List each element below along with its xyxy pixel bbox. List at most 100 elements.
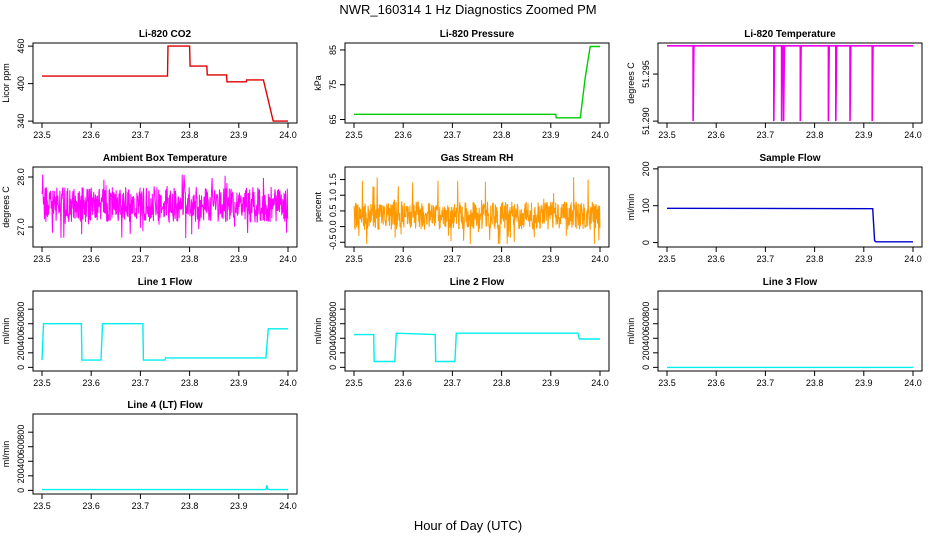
data-series-line <box>42 485 288 491</box>
x-tick-label: 23.9 <box>855 378 873 388</box>
panel-title: Li-820 Temperature <box>744 29 836 40</box>
chart-panel: Line 3 Flow 23.5 23.6 23.7 23.8 23.9 24.0 0 2004… <box>626 277 923 388</box>
y-tick-label: 28.0 <box>16 168 26 186</box>
plot-frame <box>344 42 610 124</box>
data-series-line <box>354 332 600 363</box>
figure-x-axis-label: Hour of Day (UTC) <box>413 518 523 533</box>
x-tick-label: 23.9 <box>230 254 248 264</box>
x-tick-label: 23.7 <box>757 378 775 388</box>
chart-panel: Li-820 Temperature 23.5 23.6 23.7 23.8 23.9 24… <box>626 29 923 140</box>
x-tick-label: 23.6 <box>707 378 725 388</box>
y-tick-label: 0 <box>16 488 26 493</box>
x-tick-label: 24.0 <box>279 378 297 388</box>
plot-frame <box>32 42 298 124</box>
y-tick-label: 600 <box>328 316 338 331</box>
chart-panel: Sample Flow 23.5 23.6 23.7 23.8 23.9 24.0 0 100 2… <box>626 153 923 264</box>
panel-title: Line 3 Flow <box>763 277 818 288</box>
panel-title: Ambient Box Temperature <box>103 153 228 164</box>
panel-title: Gas Stream RH <box>441 153 514 164</box>
x-tick-label: 23.9 <box>542 130 560 140</box>
plot-frame <box>657 42 923 124</box>
x-tick-label: 23.7 <box>132 501 150 511</box>
data-series-line <box>354 45 600 119</box>
y-tick-label: 65 <box>328 115 338 125</box>
x-tick-label: 23.6 <box>394 130 412 140</box>
x-tick-label: 23.5 <box>33 378 51 388</box>
x-tick-label: 24.0 <box>904 254 922 264</box>
x-tick-label: 23.8 <box>806 378 824 388</box>
y-tick-label: 600 <box>16 439 26 454</box>
y-tick-label: 200 <box>328 345 338 360</box>
y-axis-label: kPa <box>313 75 323 91</box>
x-tick-label: 23.8 <box>181 130 199 140</box>
x-tick-label: 23.8 <box>181 501 199 511</box>
y-tick-label: 27.0 <box>16 218 26 236</box>
y-axis-label: ml/min <box>313 318 323 345</box>
y-tick-label: 340 <box>16 114 26 129</box>
x-tick-label: 23.7 <box>757 130 775 140</box>
x-tick-label: 23.8 <box>493 378 511 388</box>
x-tick-label: 23.7 <box>757 254 775 264</box>
y-tick-label: 1.5 <box>328 173 338 186</box>
panel-title: Line 2 Flow <box>450 277 505 288</box>
y-tick-label: 800 <box>16 302 26 317</box>
y-tick-label: 0 <box>641 365 651 370</box>
x-tick-label: 24.0 <box>591 254 609 264</box>
x-tick-label: 23.5 <box>33 130 51 140</box>
x-tick-label: 24.0 <box>904 130 922 140</box>
x-tick-label: 23.9 <box>230 501 248 511</box>
y-tick-label: 400 <box>641 331 651 346</box>
panel-title: Sample Flow <box>759 153 820 164</box>
y-tick-label: 400 <box>16 76 26 91</box>
y-tick-label: 800 <box>328 302 338 317</box>
y-axis-label: degrees C <box>626 62 636 104</box>
x-tick-label: 24.0 <box>279 130 297 140</box>
y-tick-label: 0 <box>16 365 26 370</box>
x-tick-label: 23.9 <box>855 254 873 264</box>
y-tick-label: 460 <box>16 39 26 54</box>
y-tick-label: 400 <box>328 331 338 346</box>
x-tick-label: 23.6 <box>394 254 412 264</box>
x-tick-label: 23.5 <box>33 254 51 264</box>
y-axis-label: degrees C <box>1 186 11 228</box>
x-tick-label: 24.0 <box>591 130 609 140</box>
chart-panel: Li-820 CO2 23.5 23.6 23.7 23.8 23.9 24.0 340 400… <box>1 29 298 140</box>
panel-title: Line 1 Flow <box>138 277 193 288</box>
y-tick-label: 0 <box>641 240 651 245</box>
y-tick-label: 0 <box>328 365 338 370</box>
y-tick-label: 1.0 <box>328 189 338 202</box>
plot-frame <box>32 166 298 248</box>
x-tick-label: 23.7 <box>444 378 462 388</box>
x-tick-label: 23.7 <box>444 130 462 140</box>
x-tick-label: 23.9 <box>230 378 248 388</box>
chart-panel: Ambient Box Temperature 23.5 23.6 23.7 23.8 2… <box>1 153 298 264</box>
y-axis-label: ml/min <box>1 318 11 345</box>
y-tick-label: 85 <box>328 45 338 55</box>
plot-frame <box>344 290 610 372</box>
x-tick-label: 23.8 <box>806 130 824 140</box>
y-tick-label: 400 <box>16 331 26 346</box>
y-tick-label: 200 <box>16 468 26 483</box>
x-tick-label: 23.6 <box>82 254 100 264</box>
chart-panel: Li-820 Pressure 23.5 23.6 23.7 23.8 23.9 24.0 6… <box>313 29 610 140</box>
y-tick-label: 600 <box>641 316 651 331</box>
y-tick-label: 0.0 <box>328 220 338 233</box>
y-tick-label: 200 <box>641 161 651 176</box>
x-tick-label: 23.9 <box>542 378 560 388</box>
data-series-line <box>666 207 913 243</box>
y-axis-label: Licor ppm <box>1 63 11 103</box>
x-tick-label: 23.9 <box>542 254 560 264</box>
chart-panel: Line 2 Flow 23.5 23.6 23.7 23.8 23.9 24.0 0 2004… <box>313 277 610 388</box>
y-tick-label: 0.5 <box>328 205 338 218</box>
y-axis-label: ml/min <box>626 318 636 345</box>
plot-frame <box>657 290 923 372</box>
data-series-line <box>667 45 913 122</box>
x-tick-label: 23.5 <box>345 378 363 388</box>
plot-frame <box>32 290 298 372</box>
y-axis-label: percent <box>313 191 323 222</box>
x-tick-label: 23.7 <box>132 130 150 140</box>
data-series-line <box>42 45 288 122</box>
x-tick-label: 23.9 <box>230 130 248 140</box>
x-tick-label: 23.9 <box>855 130 873 140</box>
x-tick-label: 23.8 <box>181 378 199 388</box>
